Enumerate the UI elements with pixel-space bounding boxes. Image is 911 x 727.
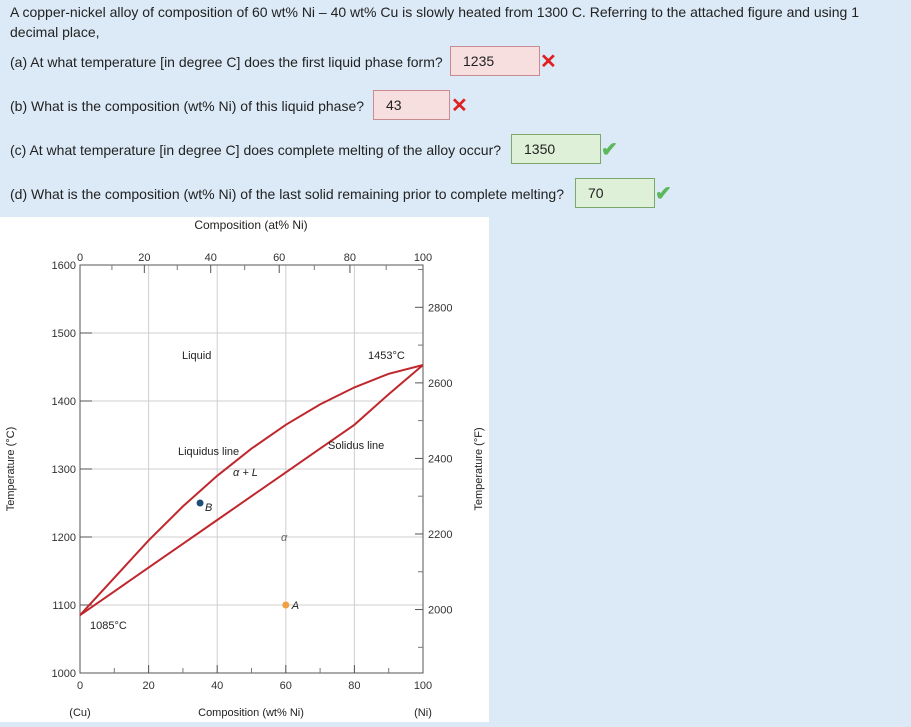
solidus-curve [79,364,424,617]
cu-melting-label: 1085°C [90,620,127,632]
top-tick-label: 40 [205,252,217,264]
x-tick-label: 100 [414,680,432,692]
cu-label: (Cu) [69,707,90,719]
right-axis-title: Temperature (°F) [473,427,485,510]
incorrect-icon: ✕ [540,51,557,73]
liquidus-line-label: Liquidus line [178,446,239,458]
top-tick-label: 60 [273,252,285,264]
bottom-axis-title: Composition (wt% Ni) [198,707,304,719]
x-tick-label: 80 [348,680,360,692]
x-tick-label: 40 [211,680,223,692]
right-tick-label: 2800 [428,302,452,314]
top-tick-label: 80 [344,252,356,264]
point-a-marker [282,601,290,609]
correct-icon: ✔ [655,183,672,205]
point-b-marker [196,499,204,507]
question-a: (a) At what temperature [in degree C] do… [10,54,443,70]
solidus-line-label: Solidus line [328,440,384,452]
answer-c-input[interactable]: 1350 [511,134,601,164]
y-tick-label: 1000 [52,668,76,680]
x-tick-label: 0 [77,680,83,692]
top-tick-label: 0 [77,252,83,264]
answer-b-input[interactable]: 43 [373,90,450,120]
x-tick-label: 20 [142,680,154,692]
tick-labels: 0 20 40 60 80 1000 20 40 60 80 1001600150014001300… [52,252,453,692]
top-tick-label: 20 [138,252,150,264]
point-b-label: B [205,502,212,514]
two-phase-region-label: α + L [233,467,258,479]
y-tick-label: 1500 [52,328,76,340]
phase-diagram-figure: 0 20 40 60 80 100 0 20 40 60 80 100 1600 1500 1400 1300… [0,217,489,722]
tick-marks [79,264,424,674]
problem-intro: A copper-nickel alloy of composition of … [10,4,860,40]
right-tick-label: 2200 [428,529,452,541]
question-c: (c) At what temperature [in degree C] do… [10,142,502,158]
y-tick-label: 1600 [52,260,76,272]
liquid-region-label: Liquid [182,350,211,362]
right-tick-label: 2000 [428,605,452,617]
top-tick-label: 100 [414,252,432,264]
ni-melting-label: 1453°C [368,350,405,362]
y-tick-label: 1200 [52,532,76,544]
point-a-label: A [291,600,299,612]
y-tick-label: 1100 [52,600,76,612]
right-tick-label: 2600 [428,378,452,390]
y-tick-label: 1300 [52,464,76,476]
right-tick-label: 2400 [428,453,452,465]
answer-a-input[interactable]: 1235 [450,46,540,76]
cu-ni-phase-diagram: 0 20 40 60 80 1000 20 40 60 80 1001600150014001300… [5,218,485,719]
liquidus-curve [79,364,424,616]
question-d: (d) What is the composition (wt% Ni) of … [10,186,564,202]
question-b: (b) What is the composition (wt% Ni) of … [10,98,365,114]
x-tick-label: 60 [280,680,292,692]
left-axis-title: Temperature (°C) [5,427,17,511]
y-tick-label: 1400 [52,396,76,408]
answer-d-input[interactable]: 70 [575,178,655,208]
ni-label: (Ni) [414,707,432,719]
incorrect-icon: ✕ [451,95,468,117]
correct-icon: ✔ [601,139,618,161]
alpha-region-label: α [281,532,288,544]
top-axis-title: Composition (at% Ni) [194,218,307,232]
grid-lines [80,265,423,673]
